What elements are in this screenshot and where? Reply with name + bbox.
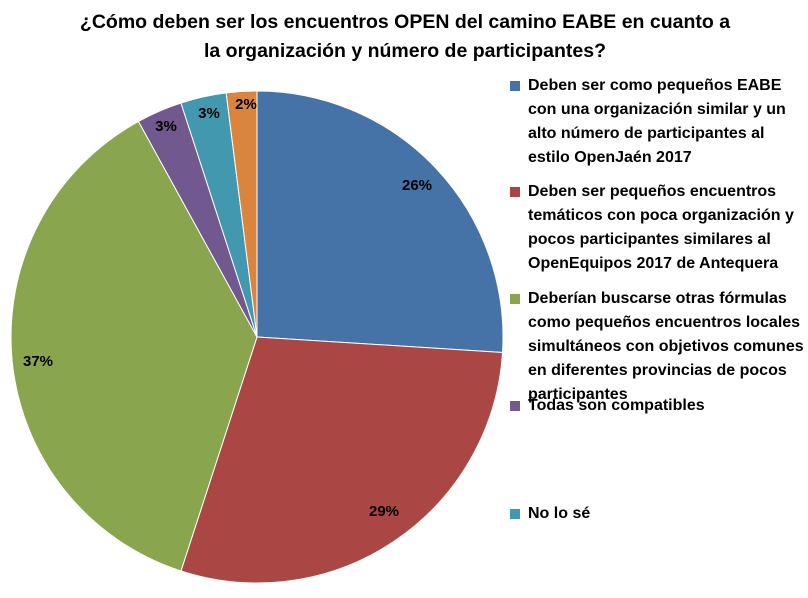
- legend-swatch-1: [510, 81, 520, 91]
- legend-item-4: Todas son compatibles: [510, 394, 805, 418]
- data-label-2: 29%: [369, 503, 399, 520]
- pie-slice-6: [225, 90, 258, 338]
- chart-title: ¿Cómo deben ser los encuentros OPEN del …: [60, 8, 750, 66]
- pie-slice-2: [180, 336, 504, 584]
- legend-label-5: No lo sé: [528, 505, 591, 522]
- legend-label-2: Deben ser pequeños encuentros temáticos …: [528, 183, 794, 272]
- data-label-1: 26%: [402, 177, 432, 194]
- legend-swatch-4: [510, 401, 520, 411]
- chart-title-line-1: ¿Cómo deben ser los encuentros OPEN del …: [79, 11, 731, 33]
- data-label-3: 37%: [23, 353, 53, 370]
- legend-swatch-3: [510, 294, 520, 304]
- chart-title-line-2: la organización y número de participante…: [203, 40, 606, 62]
- legend-label-1: Deben ser como pequeños EABE con una org…: [528, 77, 786, 166]
- legend-item-2: Deben ser pequeños encuentros temáticos …: [510, 180, 805, 276]
- legend-swatch-2: [510, 187, 520, 197]
- data-label-6: 2%: [235, 96, 257, 113]
- data-label-4: 3%: [155, 118, 177, 135]
- data-label-5: 3%: [198, 105, 220, 122]
- legend-swatch-5: [510, 509, 520, 519]
- pie-slice-1: [256, 90, 504, 353]
- pie-slice-3: [10, 120, 258, 572]
- legend-label-4: Todas son compatibles: [528, 397, 705, 414]
- legend-label-3: Deberían buscarse otras fórmulas como pe…: [528, 290, 804, 403]
- legend-item-5: No lo sé: [510, 502, 805, 526]
- legend-item-1: Deben ser como pequeños EABE con una org…: [510, 74, 805, 170]
- legend-item-3: Deberían buscarse otras fórmulas como pe…: [510, 287, 805, 407]
